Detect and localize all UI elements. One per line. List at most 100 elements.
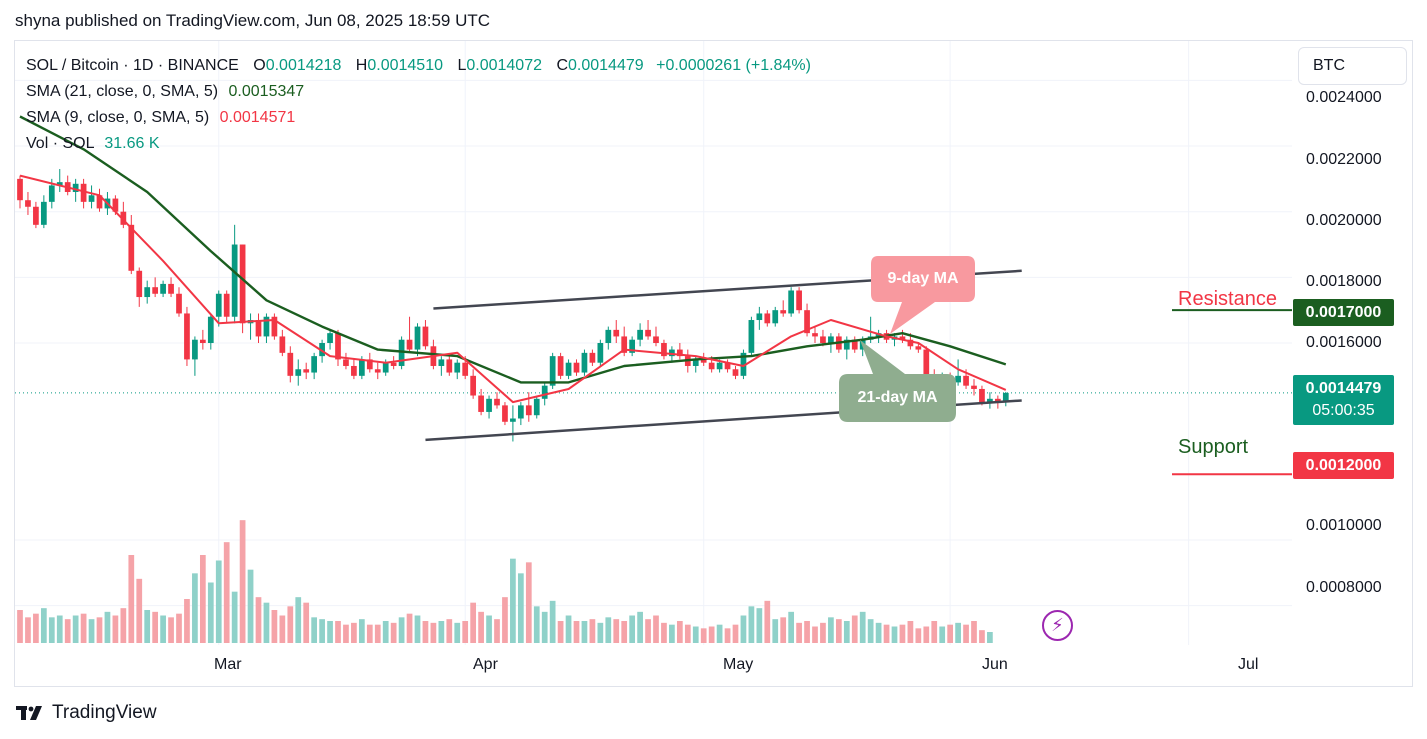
resistance-price-tag: 0.0017000 (1293, 299, 1394, 326)
legend-high-label: H (355, 57, 368, 74)
volume-bar (541, 611, 548, 643)
time-axis-label: Apr (473, 656, 498, 673)
volume-bar (271, 610, 278, 643)
currency-button[interactable]: BTC (1298, 47, 1407, 85)
candle-body (422, 326, 429, 347)
candle-body (414, 326, 421, 350)
volume-bar (88, 619, 95, 643)
legend-sma9-value: 0.0014571 (219, 109, 296, 126)
candle-body (724, 362, 731, 370)
candle-body (772, 310, 779, 324)
volume-bar (311, 617, 318, 643)
candle-body (17, 178, 23, 201)
volume-bar (104, 611, 111, 643)
candle-body (176, 293, 182, 314)
volume-bar (319, 619, 325, 643)
legend-volume-label: Vol · SOL (26, 135, 94, 152)
footer-brand-name: TradingView (52, 702, 157, 723)
support-label: Support (1178, 436, 1249, 458)
volume-bar (176, 613, 182, 643)
price-tick-label: 0.0008000 (1306, 579, 1382, 596)
volume-bar (605, 617, 612, 643)
legend-volume-row[interactable]: Vol · SOL 31.66 K (26, 131, 811, 157)
volume-bar (17, 610, 23, 643)
volume-bar (454, 622, 461, 643)
candle-body (955, 375, 961, 383)
legend-symbol[interactable]: SOL / Bitcoin · 1D · BINANCE (26, 57, 239, 74)
candle-body (231, 244, 238, 317)
volume-bar (390, 622, 397, 643)
candle-body (470, 375, 477, 396)
candle-body (613, 329, 620, 337)
volume-bar (621, 621, 628, 643)
volume-bar (740, 615, 747, 643)
price-tick-label: 0.0020000 (1306, 212, 1382, 229)
volume-bar (56, 615, 63, 643)
candle-body (788, 290, 795, 314)
candle-body (72, 183, 79, 192)
last-price-tag: 0.0014479 05:00:35 (1293, 375, 1394, 425)
volume-bar (963, 624, 969, 643)
volume-bar (398, 617, 405, 643)
candle-body (915, 346, 922, 350)
volume-bar (48, 617, 55, 643)
candle-body (295, 369, 302, 376)
volume-bar (287, 606, 294, 643)
volume-bar (517, 573, 524, 643)
sma21-line (19, 115, 1007, 384)
volume-bar (557, 621, 564, 643)
lightning-icon[interactable]: ⚡ (1042, 610, 1073, 641)
ma21-callout-label: 21-day MA (857, 389, 938, 406)
legend-sma9-row[interactable]: SMA (9, close, 0, SMA, 5) 0.0014571 (26, 105, 811, 131)
volume-bar (96, 617, 103, 643)
legend-sma21-value: 0.0015347 (228, 83, 305, 100)
candle-body (669, 349, 675, 357)
volume-bar (152, 611, 159, 643)
volume-bar (215, 560, 222, 643)
volume-bar (716, 624, 723, 643)
candle-body (740, 352, 747, 376)
candle-body (287, 352, 294, 376)
volume-bar (676, 621, 683, 643)
candle-body (327, 333, 333, 343)
candle-body (597, 343, 604, 363)
volume-bar (422, 621, 429, 643)
legend-open-label: O (253, 57, 266, 74)
volume-bar (788, 611, 795, 643)
volume-bar (303, 602, 310, 643)
candle-body (335, 333, 341, 360)
tradingview-logo-icon (16, 706, 42, 720)
ma9-callout-label: 9-day MA (887, 270, 959, 287)
candle-body (804, 310, 810, 334)
candle-body (851, 339, 858, 350)
candle-body (987, 398, 993, 403)
candle-body (33, 206, 39, 225)
volume-bar (549, 600, 556, 643)
candle-body (653, 336, 659, 343)
legend-sma21-label: SMA (21, close, 0, SMA, 5) (26, 83, 219, 100)
volume-bar (168, 617, 174, 643)
candle-body (390, 362, 397, 366)
volume-bar (772, 619, 779, 643)
candle-body (184, 313, 190, 360)
candle-body (780, 310, 787, 314)
footer-brand[interactable]: TradingView (16, 702, 157, 724)
candle-body (406, 339, 413, 350)
candle-body (708, 362, 715, 370)
legend-sma21-row[interactable]: SMA (21, close, 0, SMA, 5) 0.0015347 (26, 79, 811, 105)
candle-body (533, 398, 540, 416)
candle-body (645, 329, 651, 337)
candle-body (565, 362, 572, 376)
candle-body (517, 405, 524, 419)
candle-body (748, 320, 755, 353)
volume-bar (382, 621, 389, 643)
volume-bar (374, 624, 381, 643)
candle-body (279, 336, 286, 353)
volume-bar (820, 622, 826, 643)
volume-bar (533, 606, 540, 643)
candle-body (239, 244, 246, 324)
volume-bar (597, 622, 604, 643)
volume-bar (160, 615, 166, 643)
time-axis-label: Mar (214, 656, 242, 673)
